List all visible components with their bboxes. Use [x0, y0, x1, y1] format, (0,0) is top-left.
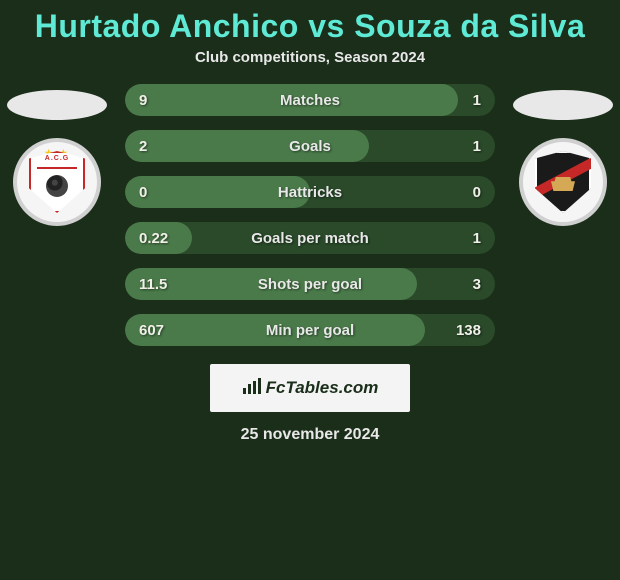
- content-row: ★ ★ A.C.G 9 Matches 1 2 Goals 1: [0, 84, 620, 346]
- stat-right-value: 3: [473, 276, 481, 293]
- stat-bar-matches: 9 Matches 1: [125, 84, 495, 116]
- stat-fill: [125, 130, 369, 162]
- crest-text: A.C.G: [45, 155, 69, 162]
- stat-label: Matches: [280, 92, 340, 109]
- stat-left-value: 2: [139, 138, 147, 155]
- stats-column: 9 Matches 1 2 Goals 1 0 Hattricks 0 0.22…: [125, 84, 495, 346]
- stat-right-value: 1: [473, 92, 481, 109]
- watermark: FcTables.com: [210, 364, 410, 412]
- stat-left-value: 11.5: [139, 276, 167, 293]
- left-team-crest: ★ ★ A.C.G: [13, 138, 101, 226]
- stat-label: Shots per goal: [258, 276, 362, 293]
- stat-bar-shots-per-goal: 11.5 Shots per goal 3: [125, 268, 495, 300]
- right-player-placeholder: [513, 90, 613, 120]
- left-team-column: ★ ★ A.C.G: [7, 84, 107, 226]
- stat-right-value: 138: [456, 322, 481, 339]
- comparison-card: Hurtado Anchico vs Souza da Silva Club c…: [0, 0, 620, 580]
- stat-left-value: 0.22: [139, 230, 168, 247]
- stat-right-value: 1: [473, 230, 481, 247]
- stat-label: Goals: [289, 138, 331, 155]
- shield-icon: A.C.G: [29, 151, 85, 213]
- chart-icon: [242, 378, 262, 399]
- stat-bar-goals: 2 Goals 1: [125, 130, 495, 162]
- ship-icon: [551, 177, 575, 191]
- stat-label: Min per goal: [266, 322, 354, 339]
- date: 25 november 2024: [241, 426, 380, 444]
- stat-left-value: 607: [139, 322, 164, 339]
- stat-right-value: 0: [473, 184, 481, 201]
- stat-left-value: 0: [139, 184, 147, 201]
- subtitle: Club competitions, Season 2024: [195, 49, 425, 66]
- right-team-column: [513, 84, 613, 226]
- page-title: Hurtado Anchico vs Souza da Silva: [35, 8, 586, 45]
- ball-icon: [46, 175, 68, 197]
- stat-label: Goals per match: [251, 230, 369, 247]
- stat-label: Hattricks: [278, 184, 342, 201]
- stat-right-value: 1: [473, 138, 481, 155]
- stat-bar-goals-per-match: 0.22 Goals per match 1: [125, 222, 495, 254]
- stat-left-value: 9: [139, 92, 147, 109]
- watermark-text: FcTables.com: [266, 378, 379, 398]
- right-team-crest: [519, 138, 607, 226]
- stat-bar-min-per-goal: 607 Min per goal 138: [125, 314, 495, 346]
- left-player-placeholder: [7, 90, 107, 120]
- shield-icon: [535, 151, 591, 213]
- stat-bar-hattricks: 0 Hattricks 0: [125, 176, 495, 208]
